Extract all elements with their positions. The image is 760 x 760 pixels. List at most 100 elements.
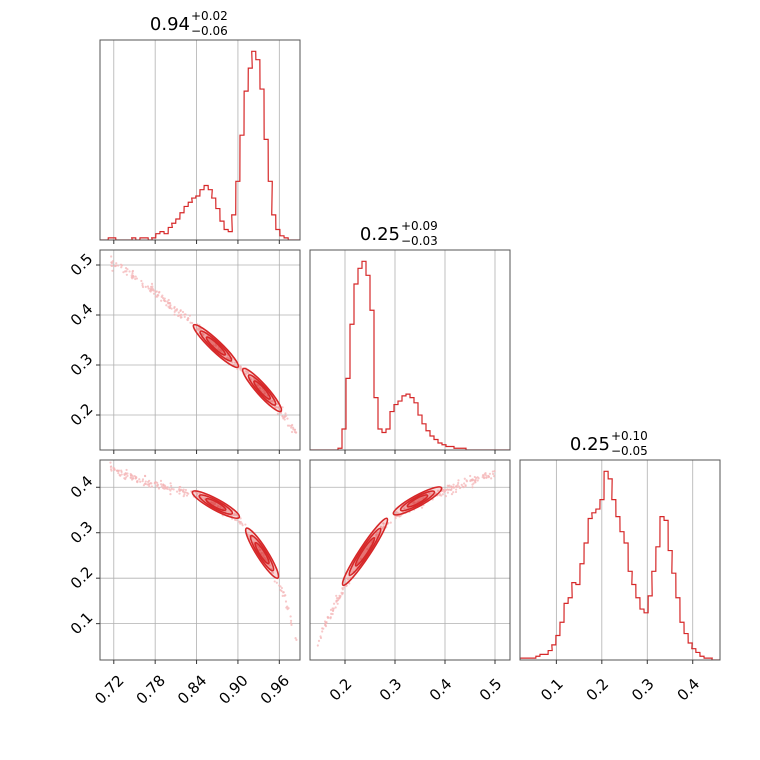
sample-point [289, 615, 292, 618]
panel-content [310, 460, 510, 660]
sample-point [476, 479, 479, 482]
sample-point [117, 264, 120, 267]
sample-point [179, 309, 182, 313]
sample-point [163, 297, 166, 300]
sample-point [118, 473, 121, 477]
scatter-panel-p2-p3 [309, 459, 511, 664]
param-title-plus-error: +0.09 [401, 219, 438, 233]
sample-point [160, 485, 163, 488]
sample-point [485, 474, 488, 477]
sample-point [250, 378, 253, 381]
sample-point [465, 480, 469, 483]
sample-point [336, 599, 340, 602]
sample-point [130, 274, 133, 277]
sample-point [398, 514, 401, 518]
sample-point [286, 608, 289, 611]
sample-point [295, 638, 298, 641]
sample-point [160, 299, 163, 302]
sample-point [452, 486, 455, 489]
sample-point [491, 472, 495, 476]
density-contour [198, 494, 234, 515]
sample-point [115, 262, 118, 265]
sample-point [323, 623, 327, 626]
sample-point [131, 477, 135, 480]
param-title-value: 0.25 [360, 224, 400, 245]
sample-point [135, 277, 139, 280]
sample-point [329, 616, 332, 619]
sample-point [134, 475, 137, 479]
sample-point [169, 482, 172, 485]
sample-point [329, 608, 333, 611]
sample-point [269, 400, 273, 403]
sample-point [155, 290, 158, 293]
sample-point [469, 474, 472, 478]
sample-point [113, 468, 116, 471]
sample-point [167, 298, 170, 302]
y-tick-label: 0.3 [67, 518, 97, 548]
sample-point [319, 635, 322, 638]
sample-point [240, 522, 244, 525]
sample-point [144, 480, 147, 483]
sample-point [283, 415, 286, 418]
sample-point [281, 415, 284, 418]
sample-point [123, 270, 127, 273]
sample-point [169, 493, 172, 496]
sample-point [444, 495, 447, 498]
x-tick-label: 0.2 [583, 675, 613, 705]
sample-point [273, 580, 276, 583]
sample-point [214, 344, 218, 347]
sample-point [446, 488, 449, 491]
sample-point [233, 361, 237, 364]
sample-point [286, 424, 290, 427]
sample-point [141, 285, 145, 289]
sample-point [344, 584, 348, 588]
density-contour [192, 323, 240, 369]
sample-point [413, 501, 416, 504]
sample-point [286, 417, 289, 420]
x-tick-label: 0.96 [257, 671, 293, 707]
sample-point [469, 479, 472, 482]
sample-point [172, 488, 175, 491]
sample-point [457, 479, 460, 482]
sample-point [389, 521, 392, 524]
sample-point [281, 594, 284, 597]
sample-point [245, 370, 248, 373]
density-contour [244, 527, 280, 580]
sample-point [457, 481, 460, 485]
sample-point [166, 300, 169, 303]
sample-point [173, 306, 176, 310]
sample-point [291, 423, 294, 427]
sample-point [493, 469, 496, 473]
sample-point [295, 431, 298, 434]
sample-point [160, 295, 163, 299]
sample-point [162, 483, 165, 486]
sample-point [150, 485, 154, 488]
axes-frame [309, 249, 511, 451]
sample-point [452, 483, 455, 486]
sample-point [460, 483, 463, 486]
sample-point [170, 484, 173, 488]
sample-point [256, 384, 259, 387]
sample-point [148, 479, 151, 482]
sample-point [159, 479, 163, 482]
sample-point [244, 523, 247, 526]
sample-point [332, 607, 335, 610]
sample-point [271, 400, 274, 403]
sample-point [337, 597, 340, 600]
sample-point [233, 514, 236, 517]
x-tick-label: 0.78 [133, 671, 169, 707]
sample-point [237, 520, 241, 523]
sample-point [272, 571, 275, 574]
sample-point [289, 621, 293, 625]
sample-point [195, 328, 198, 331]
sample-point [146, 285, 150, 288]
sample-point [316, 644, 319, 647]
sample-point [179, 485, 182, 489]
sample-point [441, 493, 445, 496]
sample-point [463, 482, 466, 485]
sample-point [110, 255, 113, 258]
sample-point [290, 430, 294, 434]
density-contour [392, 486, 443, 516]
sample-point [442, 489, 445, 492]
